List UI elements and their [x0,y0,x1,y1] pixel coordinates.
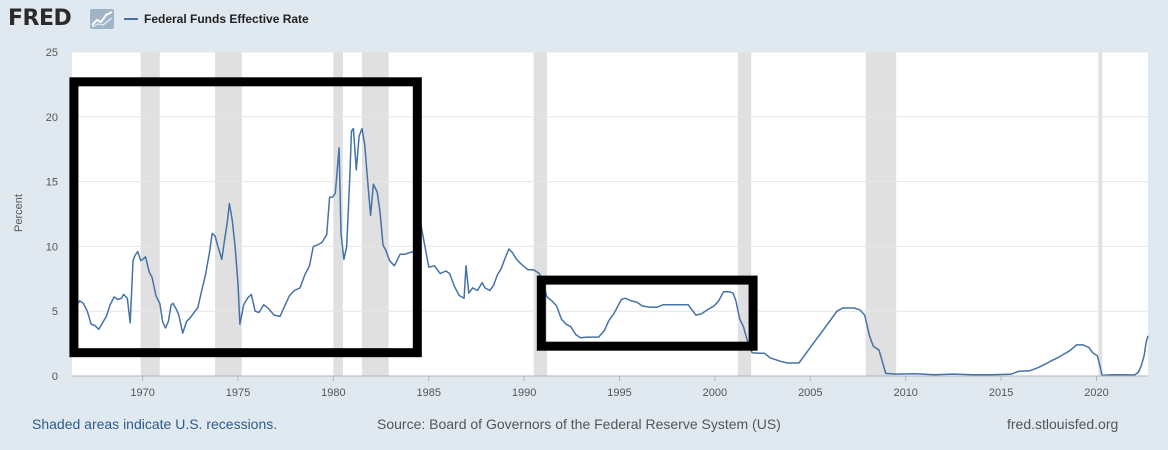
chart-legend[interactable]: Federal Funds Effective Rate [124,12,309,26]
recession-band-1 [140,52,160,376]
line-graph-icon [90,9,114,29]
y-tick-label-15: 15 [46,177,58,189]
y-tick-label-25: 25 [46,47,58,59]
series-group [71,127,1149,377]
source-text: Source: Board of Governors of the Federa… [377,416,781,432]
fred-logo[interactable]: FRED [8,6,72,31]
x-tick-label-2000: 2000 [703,387,727,399]
site-link[interactable]: fred.stlouisfed.org [1007,416,1119,432]
annotation-box-2 [536,275,758,351]
recession-band-7 [865,52,897,376]
x-tick-label-1990: 1990 [512,387,536,399]
x-tick-label-1985: 1985 [417,387,441,399]
x-tick-label-2005: 2005 [798,387,822,399]
recession-band-4 [361,52,389,376]
series-line-1[interactable] [71,127,1149,377]
y-tick-label-20: 20 [46,112,58,124]
legend-series-swatch [124,18,138,20]
recessions-note-link[interactable]: Shaded areas indicate U.S. recessions. [32,416,278,432]
line-chart[interactable]: 1970 1975 1980 1985 1990 1995 2000 2005 2010 2015… [0,40,1168,410]
x-tick-label-2015: 2015 [989,387,1013,399]
x-tick-label-1970: 1970 [130,387,154,399]
y-axis-ticks: 0 5 10 15 20 25 [46,47,58,383]
x-tick-label-1995: 1995 [607,387,631,399]
x-tick-label-2010: 2010 [893,387,917,399]
x-tick-label-1980: 1980 [321,387,345,399]
recession-band-3 [333,52,343,376]
chart-header: FRED Federal Funds Effective Rate [0,0,1168,40]
y-tick-label-0: 0 [52,371,58,383]
gridlines [72,51,1148,312]
x-tick-label-1975: 1975 [226,387,250,399]
recession-band-6 [737,52,752,376]
legend-series-label: Federal Funds Effective Rate [144,12,309,26]
y-tick-label-5: 5 [52,306,58,318]
x-tick-label-2020: 2020 [1084,387,1108,399]
recession-band-8 [1098,52,1103,376]
annotation-box-1 [69,77,422,358]
annotation-boxes [69,77,758,358]
x-axis-ticks: 1970 1975 1980 1985 1990 1995 2000 2005 2010 2015… [72,375,1148,399]
plot-background [72,52,1148,376]
y-tick-label-10: 10 [46,241,58,253]
y-axis-title: Percent [13,194,25,232]
